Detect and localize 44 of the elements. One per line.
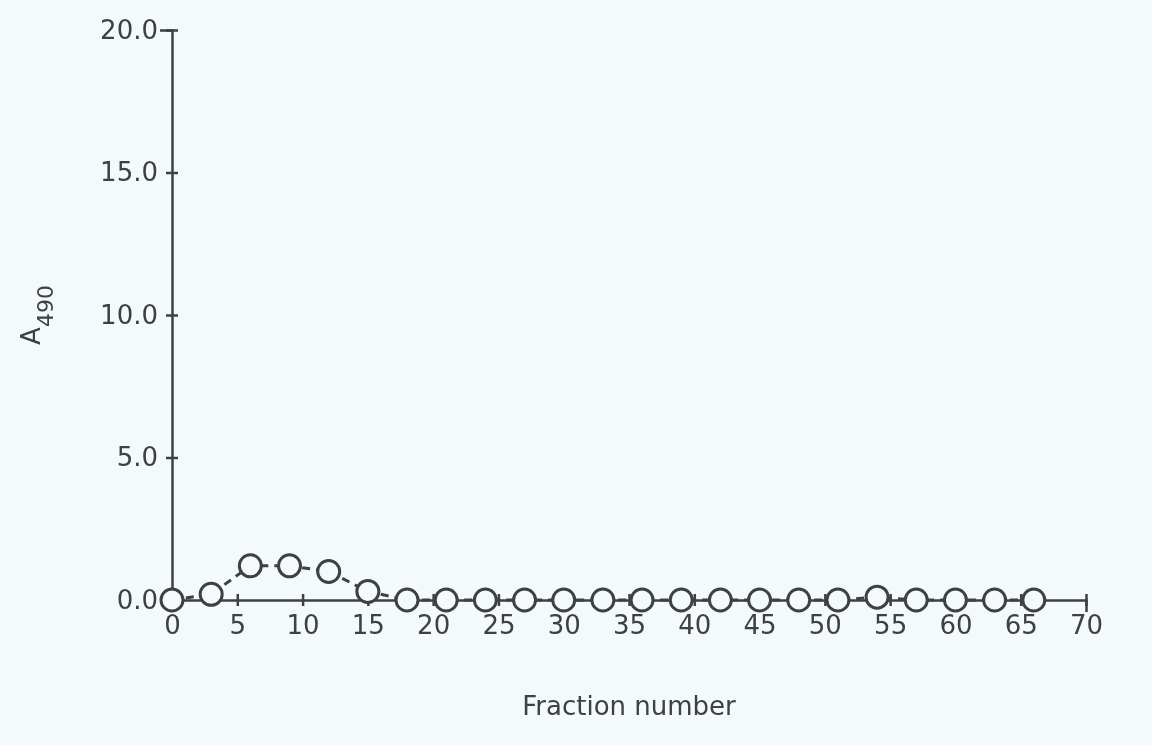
point [355, 578, 381, 604]
y-tick-label: 15.0 [100, 157, 158, 188]
x-tick-label: 25 [482, 610, 516, 641]
point [159, 587, 185, 613]
x-tick-label: 55 [874, 610, 908, 641]
point [903, 587, 929, 613]
point [942, 587, 968, 613]
x-tick-label: 45 [743, 610, 777, 641]
y-tick-label: 20.0 [100, 14, 158, 45]
point [394, 587, 420, 613]
point [786, 587, 812, 613]
x-tick-label: 20 [417, 610, 451, 641]
x-tick-label: 40 [678, 610, 712, 641]
x-tick-label: 30 [547, 610, 581, 641]
x-tick-label: 70 [1069, 610, 1104, 641]
point [198, 581, 224, 607]
point [864, 584, 890, 610]
y-tick-label: 5.0 [116, 442, 158, 473]
x-tick-label: 65 [1004, 610, 1038, 641]
x-tick-label: 35 [612, 610, 647, 641]
point [277, 553, 303, 579]
point [512, 587, 538, 613]
point [237, 553, 263, 579]
point [825, 587, 851, 613]
point [707, 587, 733, 613]
point [551, 587, 577, 613]
x-tick-label: 5 [229, 610, 247, 641]
x-axis-title: Fraction number [522, 691, 737, 721]
point [982, 587, 1008, 613]
x-tick-label: 10 [286, 610, 320, 641]
x-tick-label: 15 [351, 610, 385, 641]
point [668, 587, 694, 613]
point [590, 587, 616, 613]
x-tick-label: 50 [808, 610, 842, 641]
y-tick-label: 0.0 [116, 584, 158, 615]
x-tick-label: 60 [939, 610, 973, 641]
point [629, 587, 655, 613]
x-tick-label: 0 [164, 610, 181, 641]
point [1021, 587, 1047, 613]
point [433, 587, 459, 613]
point [472, 587, 498, 613]
y-tick-label: 10.0 [100, 299, 158, 330]
point [747, 587, 773, 613]
point [316, 559, 342, 584]
